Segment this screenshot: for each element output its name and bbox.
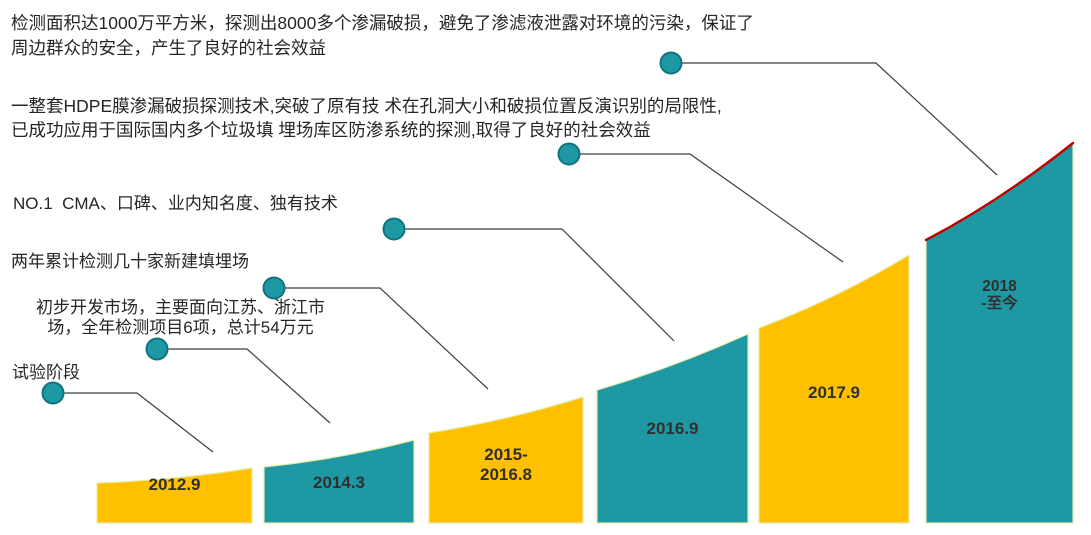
bar-2018-now bbox=[925, 141, 1074, 524]
bar-2015-2016-8 bbox=[428, 396, 584, 524]
callout-line-5 bbox=[580, 153, 844, 263]
callout-line-1 bbox=[63, 392, 214, 453]
callout-dot-5 bbox=[557, 142, 581, 166]
callout-dot-3 bbox=[262, 276, 286, 300]
annotation-stage-2: 初步开发市场，主要面向江苏、浙江市 场，全年检测项目6项，总计54万元 bbox=[36, 298, 325, 337]
annotation-stage-4: NO.1 CMA、口碑、业内知名度、独有技术 bbox=[13, 194, 338, 213]
bar-label-2017-9: 2017.9 bbox=[808, 383, 860, 402]
annotation-stage-6: 检测面积达1000万平方米，探测出8000多个渗漏破损，避免了渗滤液泄露对环境的… bbox=[11, 13, 754, 58]
bar-2014-3 bbox=[263, 439, 415, 524]
callout-dot-2 bbox=[145, 337, 169, 361]
callout-dot-6 bbox=[659, 51, 683, 75]
callout-line-4 bbox=[405, 228, 675, 342]
bar-2016-9 bbox=[596, 333, 749, 524]
bar-label-2018-now: 2018 -至今 bbox=[981, 278, 1018, 312]
growth-curve-red-line bbox=[924, 141, 1075, 242]
bar-label-2014-3: 2014.3 bbox=[313, 473, 365, 492]
callout-line-6 bbox=[681, 62, 998, 176]
bar-label-2012-9: 2012.9 bbox=[148, 475, 201, 494]
bar-label-2016-9: 2016.9 bbox=[646, 419, 699, 438]
callout-dot-4 bbox=[382, 217, 406, 241]
annotation-stage-3: 两年累计检测几十家新建填埋场 bbox=[11, 252, 249, 271]
bar-label-2015-2016-8: 2015- 2016.8 bbox=[480, 445, 532, 484]
annotation-stage-1: 试验阶段 bbox=[12, 363, 80, 382]
callout-dot-1 bbox=[41, 381, 65, 405]
callout-line-2 bbox=[167, 348, 331, 424]
callout-line-3 bbox=[284, 287, 489, 390]
bar-2012-9 bbox=[96, 467, 253, 524]
annotation-stage-5: 一整套HDPE膜渗漏破损探测技术,突破了原有技 术在孔洞大小和破损位置反演识别的… bbox=[11, 96, 722, 140]
bar-2017-9 bbox=[758, 253, 910, 524]
